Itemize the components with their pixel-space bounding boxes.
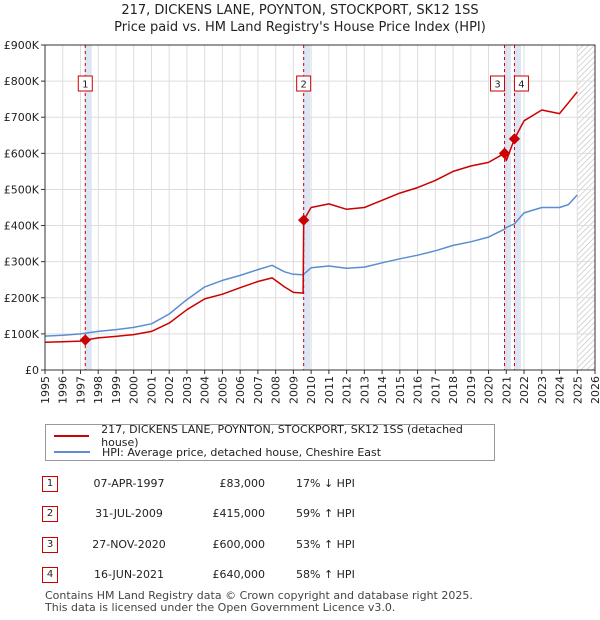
sale-number-badge: 1	[42, 476, 58, 492]
x-tick-label: 2013	[358, 376, 371, 404]
sale-number-label: 3	[494, 80, 500, 91]
sale-row: 1 07-APR-1997 £83,000 17% ↓ HPI	[0, 476, 600, 496]
sale-highlight-band	[504, 45, 512, 370]
x-tick-label: 2018	[447, 376, 460, 404]
title-line-1: 217, DICKENS LANE, POYNTON, STOCKPORT, S…	[121, 3, 479, 18]
hpi-line	[44, 194, 578, 337]
y-tick-label: £900K	[4, 39, 40, 52]
sale-row: 4 16-JUN-2021 £640,000 58% ↑ HPI	[0, 567, 600, 587]
y-tick-label: £500K	[4, 183, 40, 196]
x-tick-label: 2005	[216, 376, 229, 404]
sale-number-box	[490, 75, 506, 92]
x-tick-label: 2011	[323, 376, 336, 404]
x-tick-label: 2021	[500, 376, 513, 404]
footer: Contains HM Land Registry data © Crown c…	[45, 590, 473, 614]
x-tick-label: 2023	[536, 376, 549, 404]
sale-number-label: 1	[82, 80, 88, 91]
sale-price: £415,000	[212, 507, 266, 520]
legend: 217, DICKENS LANE, POYNTON, STOCKPORT, S…	[45, 423, 495, 461]
sale-row: 2 31-JUL-2009 £415,000 59% ↑ HPI	[0, 506, 600, 526]
x-tick-label: 2026	[589, 376, 600, 404]
sale-number-badge: 4	[42, 567, 58, 583]
chart-title: 217, DICKENS LANE, POYNTON, STOCKPORT, S…	[0, 2, 600, 36]
x-tick-label: 2014	[376, 376, 389, 404]
legend-label-hpi: HPI: Average price, detached house, Ches…	[102, 445, 382, 459]
x-tick-label: 2002	[163, 376, 176, 404]
property-price-line	[44, 91, 578, 343]
sale-hpi-diff: 17% ↓ HPI	[296, 477, 355, 490]
sale-hpi-diff: 59% ↑ HPI	[296, 507, 355, 520]
y-tick-label: £700K	[4, 111, 40, 124]
y-tick-label: £400K	[4, 220, 40, 233]
y-tick-label: £600K	[4, 147, 40, 160]
x-tick-label: 2010	[305, 376, 318, 404]
sale-highlight-band	[303, 45, 311, 370]
x-tick-label: 1996	[57, 376, 70, 404]
x-tick-label: 2007	[252, 376, 265, 404]
sale-price: £83,000	[219, 477, 266, 490]
price-chart: 1 2 3 4 £0 £100K £200K £300K £400K £500K £600K £70…	[4, 39, 600, 404]
x-tick-label: 2020	[483, 376, 496, 404]
sale-point-marker	[298, 214, 310, 226]
legend-item-hpi: HPI: Average price, detached house, Ches…	[54, 444, 381, 460]
x-tick-label: 1997	[74, 376, 87, 404]
x-tick-label: 1995	[39, 376, 52, 404]
sale-point-marker	[498, 147, 511, 159]
sale-row: 3 27-NOV-2020 £600,000 53% ↑ HPI	[0, 537, 600, 557]
y-tick-label: £800K	[4, 75, 40, 88]
y-tick-label: £0	[25, 364, 39, 377]
x-tick-label: 2006	[234, 376, 247, 404]
x-tick-label: 2017	[429, 376, 442, 404]
sale-highlight-band	[513, 45, 521, 370]
title-line-2: Price paid vs. HM Land Registry's House …	[114, 20, 486, 35]
plot-frame	[44, 44, 596, 371]
x-tick-label: 2022	[518, 376, 531, 404]
legend-swatch-property	[54, 435, 90, 437]
x-tick-label: 1999	[110, 376, 123, 404]
x-tick-label: 2012	[341, 376, 354, 404]
sale-hpi-diff: 53% ↑ HPI	[296, 538, 355, 551]
x-tick-label: 2000	[128, 376, 141, 404]
x-tick-label: 2025	[571, 376, 584, 404]
x-tick-label: 2016	[412, 376, 425, 404]
y-tick-label: £100K	[4, 328, 40, 341]
sale-number-label: 2	[300, 80, 306, 91]
forecast-hatch-area	[577, 45, 595, 370]
x-tick-label: 2024	[554, 376, 567, 404]
x-tick-label: 2001	[145, 376, 158, 404]
x-tick-label: 2004	[199, 376, 212, 404]
sale-number-box	[296, 75, 312, 92]
sale-hpi-diff: 58% ↑ HPI	[296, 568, 355, 581]
x-tick-label: 2008	[270, 376, 283, 404]
sale-number-badge: 3	[42, 537, 58, 553]
sale-price: £640,000	[212, 568, 266, 581]
sale-number-box	[513, 75, 529, 92]
sale-date: 27-NOV-2020	[92, 538, 166, 551]
sale-date: 31-JUL-2009	[95, 507, 163, 520]
sale-number-label: 4	[518, 80, 524, 91]
sale-number-badge: 2	[42, 506, 58, 522]
x-tick-label: 2003	[181, 376, 194, 404]
x-tick-label: 1998	[92, 376, 105, 404]
y-tick-label: £200K	[4, 292, 40, 305]
sale-highlight-band	[84, 45, 92, 370]
legend-label-property: 217, DICKENS LANE, POYNTON, STOCKPORT, S…	[101, 423, 463, 449]
legend-item-property: 217, DICKENS LANE, POYNTON, STOCKPORT, S…	[54, 423, 494, 449]
sale-point-marker	[508, 133, 521, 145]
footer-copyright: Contains HM Land Registry data © Crown c…	[45, 589, 473, 602]
x-tick-label: 2009	[287, 376, 300, 404]
x-tick-label: 2015	[394, 376, 407, 404]
y-tick-label: £300K	[4, 256, 40, 269]
sale-price: £600,000	[212, 538, 266, 551]
x-tick-label: 2019	[465, 376, 478, 404]
sale-date: 07-APR-1997	[93, 477, 165, 490]
footer-licence: This data is licensed under the Open Gov…	[45, 601, 396, 614]
sale-number-box	[77, 75, 93, 92]
sale-date: 16-JUN-2021	[93, 568, 165, 581]
legend-swatch-hpi	[54, 451, 90, 453]
